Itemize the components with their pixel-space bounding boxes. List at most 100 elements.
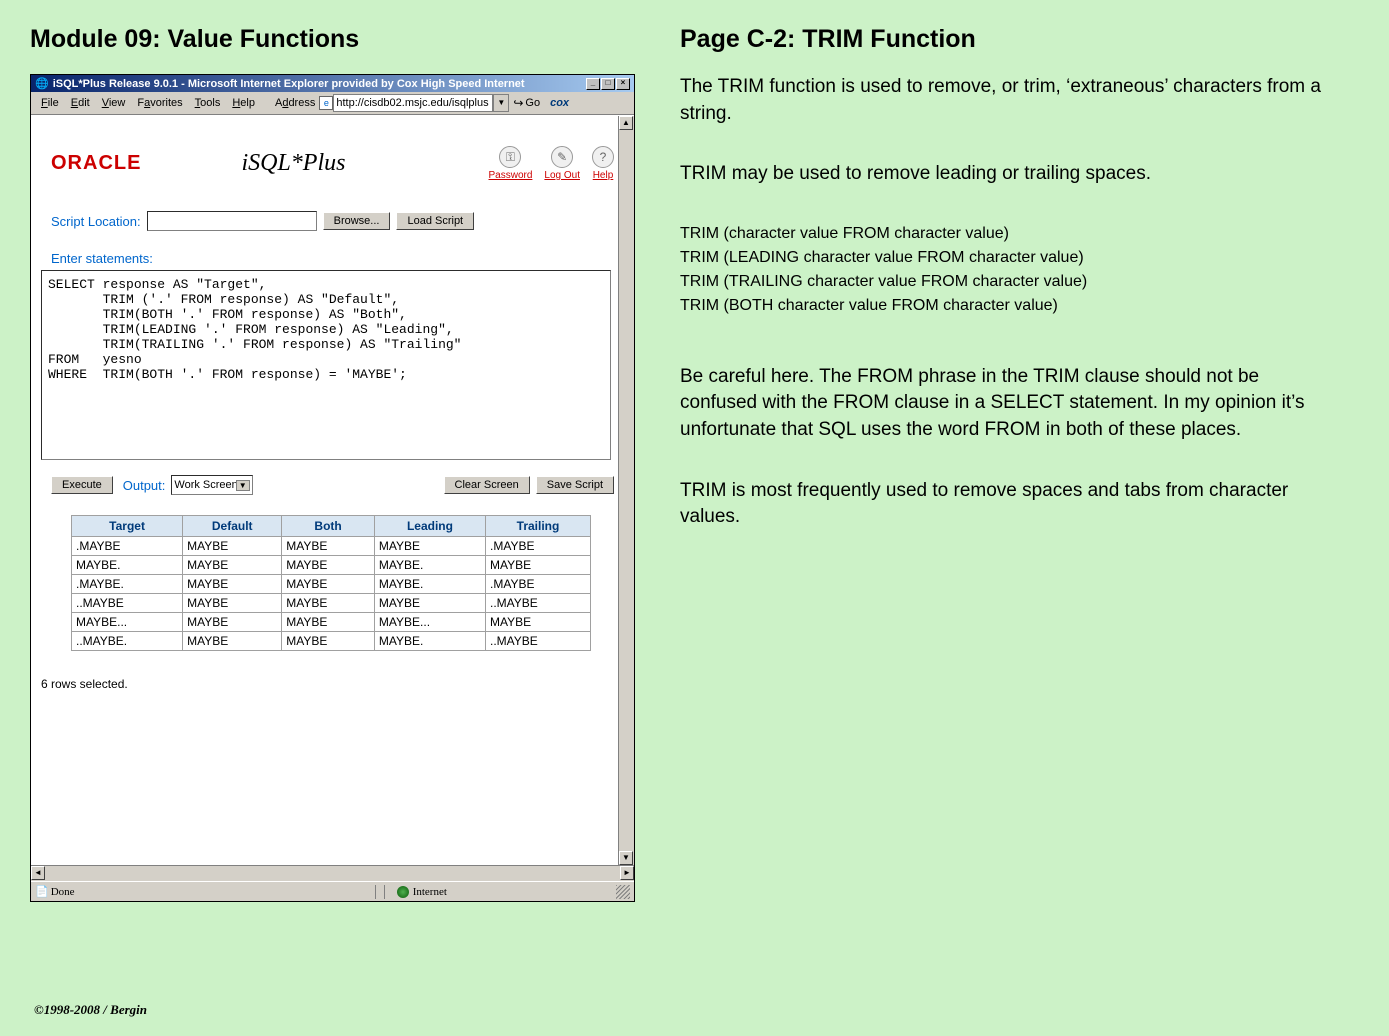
table-row: MAYBE.MAYBEMAYBEMAYBE.MAYBE bbox=[72, 556, 591, 575]
table-cell: ..MAYBE bbox=[486, 594, 591, 613]
execute-button[interactable]: Execute bbox=[51, 476, 113, 494]
globe-icon bbox=[397, 886, 409, 898]
column-header: Both bbox=[282, 516, 375, 537]
menu-help[interactable]: Help bbox=[226, 95, 261, 111]
scroll-left-icon[interactable]: ◄ bbox=[31, 866, 45, 880]
content-area: ▲ ▼ ORACLE iSQL*Plus ⚿ Password ✎Log Out? H… bbox=[31, 115, 634, 865]
menu-favorites[interactable]: Favorites bbox=[131, 95, 188, 111]
ie-icon: 🌐 bbox=[35, 77, 49, 90]
browse-button[interactable]: Browse... bbox=[323, 212, 391, 230]
menu-file[interactable]: File bbox=[35, 95, 65, 111]
menu-view[interactable]: View bbox=[96, 95, 132, 111]
save-script-button[interactable]: Save Script bbox=[536, 476, 614, 494]
minimize-button[interactable]: _ bbox=[586, 78, 600, 90]
scroll-up-icon[interactable]: ▲ bbox=[619, 116, 633, 130]
table-cell: MAYBE bbox=[282, 613, 375, 632]
browser-window: 🌐 iSQL*Plus Release 9.0.1 - Microsoft In… bbox=[30, 74, 635, 902]
password-icon: ⚿ bbox=[499, 146, 521, 168]
table-cell: MAYBE bbox=[374, 537, 485, 556]
status-text: Done bbox=[51, 886, 371, 898]
enter-statements-label: Enter statements: bbox=[31, 241, 634, 270]
help-icon: ? bbox=[592, 146, 614, 168]
scroll-right-icon[interactable]: ► bbox=[620, 866, 634, 880]
logout-link[interactable]: ✎Log Out bbox=[544, 146, 580, 181]
table-cell: MAYBE bbox=[183, 613, 282, 632]
table-cell: MAYBE. bbox=[72, 556, 183, 575]
rows-selected-text: 6 rows selected. bbox=[31, 661, 634, 707]
address-label: Address bbox=[271, 97, 319, 109]
table-cell: MAYBE bbox=[486, 613, 591, 632]
logout-label: Log Out bbox=[544, 170, 580, 181]
status-bar: 📄 Done Internet bbox=[31, 881, 634, 901]
cox-logo: cox bbox=[550, 97, 569, 109]
output-select[interactable]: Work Screen bbox=[171, 475, 252, 495]
vertical-scrollbar[interactable]: ▲ ▼ bbox=[618, 116, 634, 865]
address-input[interactable] bbox=[333, 94, 493, 112]
page-heading: Page C-2: TRIM Function bbox=[680, 25, 1340, 54]
table-cell: MAYBE bbox=[183, 594, 282, 613]
close-button[interactable]: × bbox=[616, 78, 630, 90]
oracle-logo: ORACLE bbox=[51, 152, 141, 175]
resize-grip-icon[interactable] bbox=[616, 885, 630, 899]
table-cell: ..MAYBE bbox=[486, 632, 591, 651]
table-cell: ..MAYBE. bbox=[72, 632, 183, 651]
table-row: .MAYBEMAYBEMAYBEMAYBE.MAYBE bbox=[72, 537, 591, 556]
clear-screen-button[interactable]: Clear Screen bbox=[444, 476, 530, 494]
table-cell: MAYBE bbox=[486, 556, 591, 575]
table-cell: MAYBE bbox=[183, 537, 282, 556]
table-cell: .MAYBE bbox=[486, 537, 591, 556]
load-script-button[interactable]: Load Script bbox=[396, 212, 474, 230]
table-cell: MAYBE... bbox=[374, 613, 485, 632]
maximize-button[interactable]: □ bbox=[601, 78, 615, 90]
table-row: MAYBE...MAYBEMAYBEMAYBE...MAYBE bbox=[72, 613, 591, 632]
syntax-block: TRIM (character value FROM character val… bbox=[680, 222, 1340, 318]
table-cell: .MAYBE bbox=[72, 537, 183, 556]
results-table: TargetDefaultBothLeadingTrailing .MAYBEM… bbox=[71, 515, 591, 651]
table-cell: MAYBE bbox=[183, 575, 282, 594]
table-cell: MAYBE. bbox=[374, 556, 485, 575]
table-row: ..MAYBE.MAYBEMAYBEMAYBE...MAYBE bbox=[72, 632, 591, 651]
password-link[interactable]: ⚿ Password bbox=[489, 146, 533, 181]
column-header: Leading bbox=[374, 516, 485, 537]
menu-bar: File Edit View Favorites Tools Help Addr… bbox=[31, 92, 634, 115]
table-cell: MAYBE bbox=[282, 537, 375, 556]
help-link[interactable]: ? Help bbox=[592, 146, 614, 181]
table-cell: MAYBE. bbox=[374, 575, 485, 594]
go-button[interactable]: ↪Go bbox=[509, 96, 544, 110]
column-header: Default bbox=[183, 516, 282, 537]
table-cell: .MAYBE bbox=[486, 575, 591, 594]
output-label: Output: bbox=[123, 478, 166, 493]
table-cell: MAYBE bbox=[282, 575, 375, 594]
table-row: ..MAYBEMAYBEMAYBEMAYBE..MAYBE bbox=[72, 594, 591, 613]
page-icon: e bbox=[319, 96, 333, 110]
menu-tools[interactable]: Tools bbox=[189, 95, 227, 111]
go-arrow-icon: ↪ bbox=[513, 96, 523, 110]
sql-textarea[interactable] bbox=[41, 270, 611, 460]
password-label: Password bbox=[489, 170, 533, 181]
table-cell: MAYBE bbox=[183, 632, 282, 651]
table-cell: MAYBE bbox=[282, 556, 375, 575]
window-titlebar: 🌐 iSQL*Plus Release 9.0.1 - Microsoft In… bbox=[31, 75, 634, 92]
paragraph-3: Be careful here. The FROM phrase in the … bbox=[680, 364, 1340, 444]
table-cell: ..MAYBE bbox=[72, 594, 183, 613]
window-title: iSQL*Plus Release 9.0.1 - Microsoft Inte… bbox=[53, 78, 586, 90]
menu-edit[interactable]: Edit bbox=[65, 95, 96, 111]
isqlplus-title: iSQL*Plus bbox=[241, 150, 345, 177]
table-row: .MAYBE.MAYBEMAYBEMAYBE..MAYBE bbox=[72, 575, 591, 594]
address-dropdown-icon[interactable]: ▼ bbox=[493, 94, 509, 112]
page-status-icon: 📄 bbox=[35, 885, 49, 898]
column-header: Target bbox=[72, 516, 183, 537]
help-label: Help bbox=[593, 170, 614, 181]
paragraph-2: TRIM may be used to remove leading or tr… bbox=[680, 161, 1340, 188]
table-cell: .MAYBE. bbox=[72, 575, 183, 594]
table-cell: MAYBE bbox=[374, 594, 485, 613]
table-cell: MAYBE... bbox=[72, 613, 183, 632]
table-cell: MAYBE bbox=[183, 556, 282, 575]
scroll-down-icon[interactable]: ▼ bbox=[619, 851, 633, 865]
paragraph-1: The TRIM function is used to remove, or … bbox=[680, 74, 1340, 127]
horizontal-scrollbar[interactable]: ◄ ► bbox=[31, 865, 634, 881]
script-location-input[interactable] bbox=[147, 211, 317, 231]
table-cell: MAYBE bbox=[282, 632, 375, 651]
table-cell: MAYBE bbox=[282, 594, 375, 613]
script-location-label: Script Location: bbox=[51, 214, 141, 229]
